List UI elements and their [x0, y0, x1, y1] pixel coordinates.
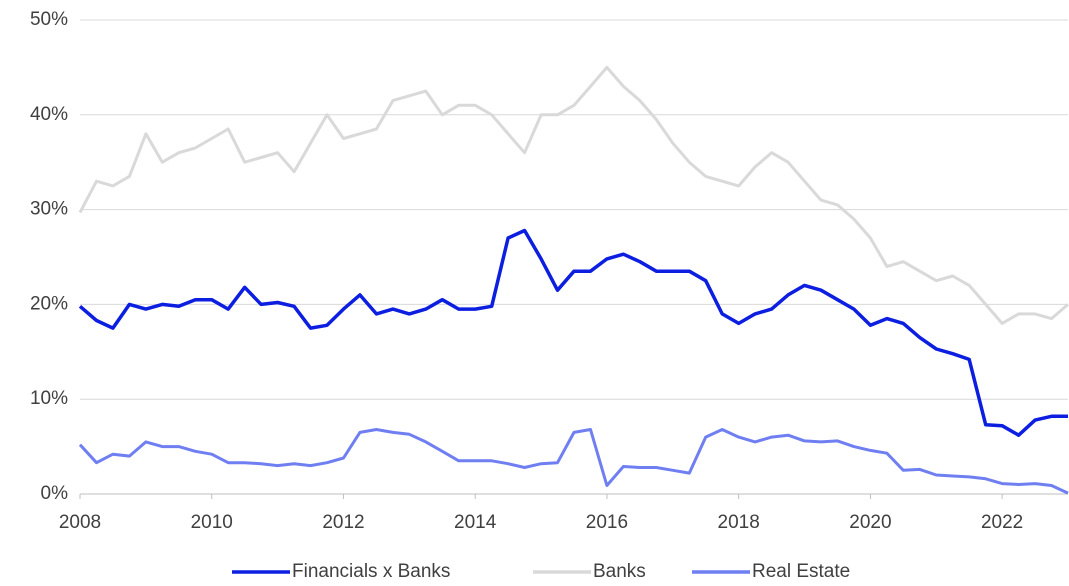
line-series	[78, 65, 1069, 325]
x-tick-label: 2008	[59, 512, 101, 533]
x-tick-label: 2018	[718, 512, 760, 533]
legend-label: Financials x Banks	[292, 561, 450, 582]
x-tick-label: 2014	[454, 512, 497, 533]
x-tick-label: 2010	[191, 512, 233, 533]
x-tick-label: 2012	[322, 512, 364, 533]
legend-label: Real Estate	[752, 561, 850, 582]
line-series	[78, 228, 1068, 437]
x-tick-label: 2016	[586, 512, 628, 533]
legend-label: Banks	[593, 561, 646, 582]
y-tick-label: 30%	[30, 199, 68, 220]
y-tick-label: 40%	[30, 104, 68, 125]
y-tick-label: 0%	[41, 483, 69, 504]
y-tick-label: 50%	[30, 9, 68, 30]
line-series	[78, 428, 1069, 495]
y-tick-label: 10%	[30, 388, 68, 409]
x-tick-label: 2022	[981, 512, 1023, 533]
y-tick-label: 20%	[30, 293, 68, 314]
x-tick-label: 2020	[849, 512, 891, 533]
